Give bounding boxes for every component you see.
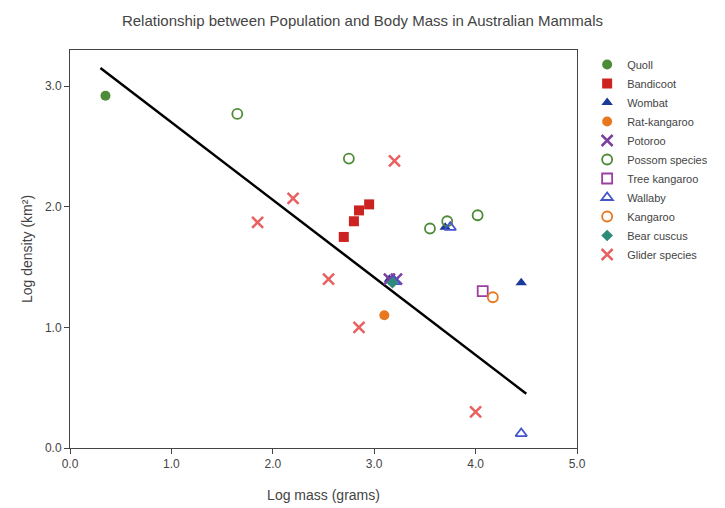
svg-text:Wallaby: Wallaby	[627, 192, 666, 204]
svg-text:Bandicoot: Bandicoot	[627, 78, 676, 90]
svg-text:Relationship between Populatio: Relationship between Population and Body…	[122, 12, 603, 29]
svg-text:4.0: 4.0	[467, 457, 484, 471]
svg-text:0.0: 0.0	[45, 441, 62, 455]
svg-text:Tree kangaroo: Tree kangaroo	[627, 173, 698, 185]
svg-text:3.0: 3.0	[366, 457, 383, 471]
svg-text:Wombat: Wombat	[627, 97, 668, 109]
svg-text:Quoll: Quoll	[627, 59, 653, 71]
svg-text:5.0: 5.0	[569, 457, 586, 471]
svg-text:Potoroo: Potoroo	[627, 135, 666, 147]
svg-text:Log density (km²): Log density (km²)	[19, 195, 35, 303]
svg-text:3.0: 3.0	[45, 79, 62, 93]
svg-text:Bear cuscus: Bear cuscus	[627, 230, 688, 242]
svg-text:1.0: 1.0	[163, 457, 180, 471]
svg-text:Possom species: Possom species	[627, 154, 708, 166]
svg-text:Glider species: Glider species	[627, 249, 697, 261]
svg-text:Kangaroo: Kangaroo	[627, 211, 675, 223]
svg-text:Rat-kangaroo: Rat-kangaroo	[627, 116, 694, 128]
svg-text:2.0: 2.0	[45, 200, 62, 214]
svg-text:Log mass (grams): Log mass (grams)	[267, 487, 380, 503]
svg-text:2.0: 2.0	[264, 457, 281, 471]
svg-text:1.0: 1.0	[45, 321, 62, 335]
svg-text:0.0: 0.0	[62, 457, 79, 471]
